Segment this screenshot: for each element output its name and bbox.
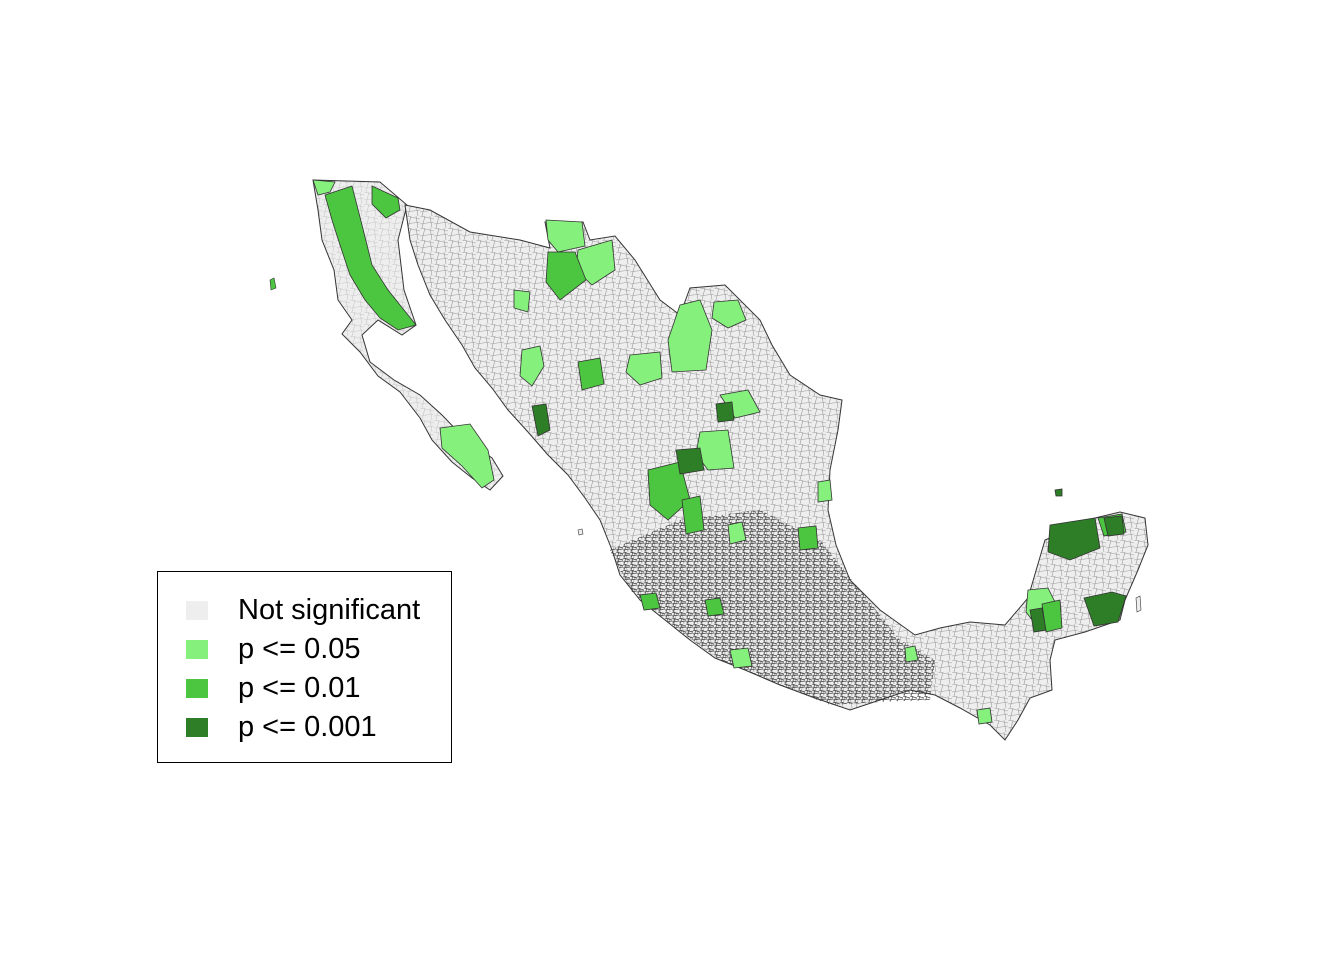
legend-swatch [186, 639, 208, 659]
legend-label: Not significant [238, 594, 421, 626]
legend-label: p <= 0.001 [238, 711, 377, 743]
island-cozumel [1135, 595, 1142, 613]
legend-item-p001: p <= 0.001 [186, 712, 377, 742]
island-revillagigedo [577, 528, 584, 536]
legend-item-not-significant: Not significant [186, 595, 420, 625]
legend-label: p <= 0.05 [238, 633, 361, 665]
legend-swatch [186, 600, 208, 620]
legend-item-p01: p <= 0.01 [186, 673, 361, 703]
legend-swatch [186, 717, 208, 737]
legend-swatch [186, 678, 208, 698]
legend-label: p <= 0.01 [238, 672, 361, 704]
map-legend: Not significant p <= 0.05 p <= 0.01 p <=… [157, 571, 452, 763]
mainland-municipal-grid [405, 205, 1148, 740]
p01-municipalities [324, 185, 1127, 633]
legend-item-p05: p <= 0.05 [186, 634, 361, 664]
island-guadalupe [269, 277, 277, 291]
p001-municipalities [531, 401, 1127, 633]
p05-municipalities [312, 179, 1061, 725]
central-dense-municipalities [610, 510, 935, 705]
